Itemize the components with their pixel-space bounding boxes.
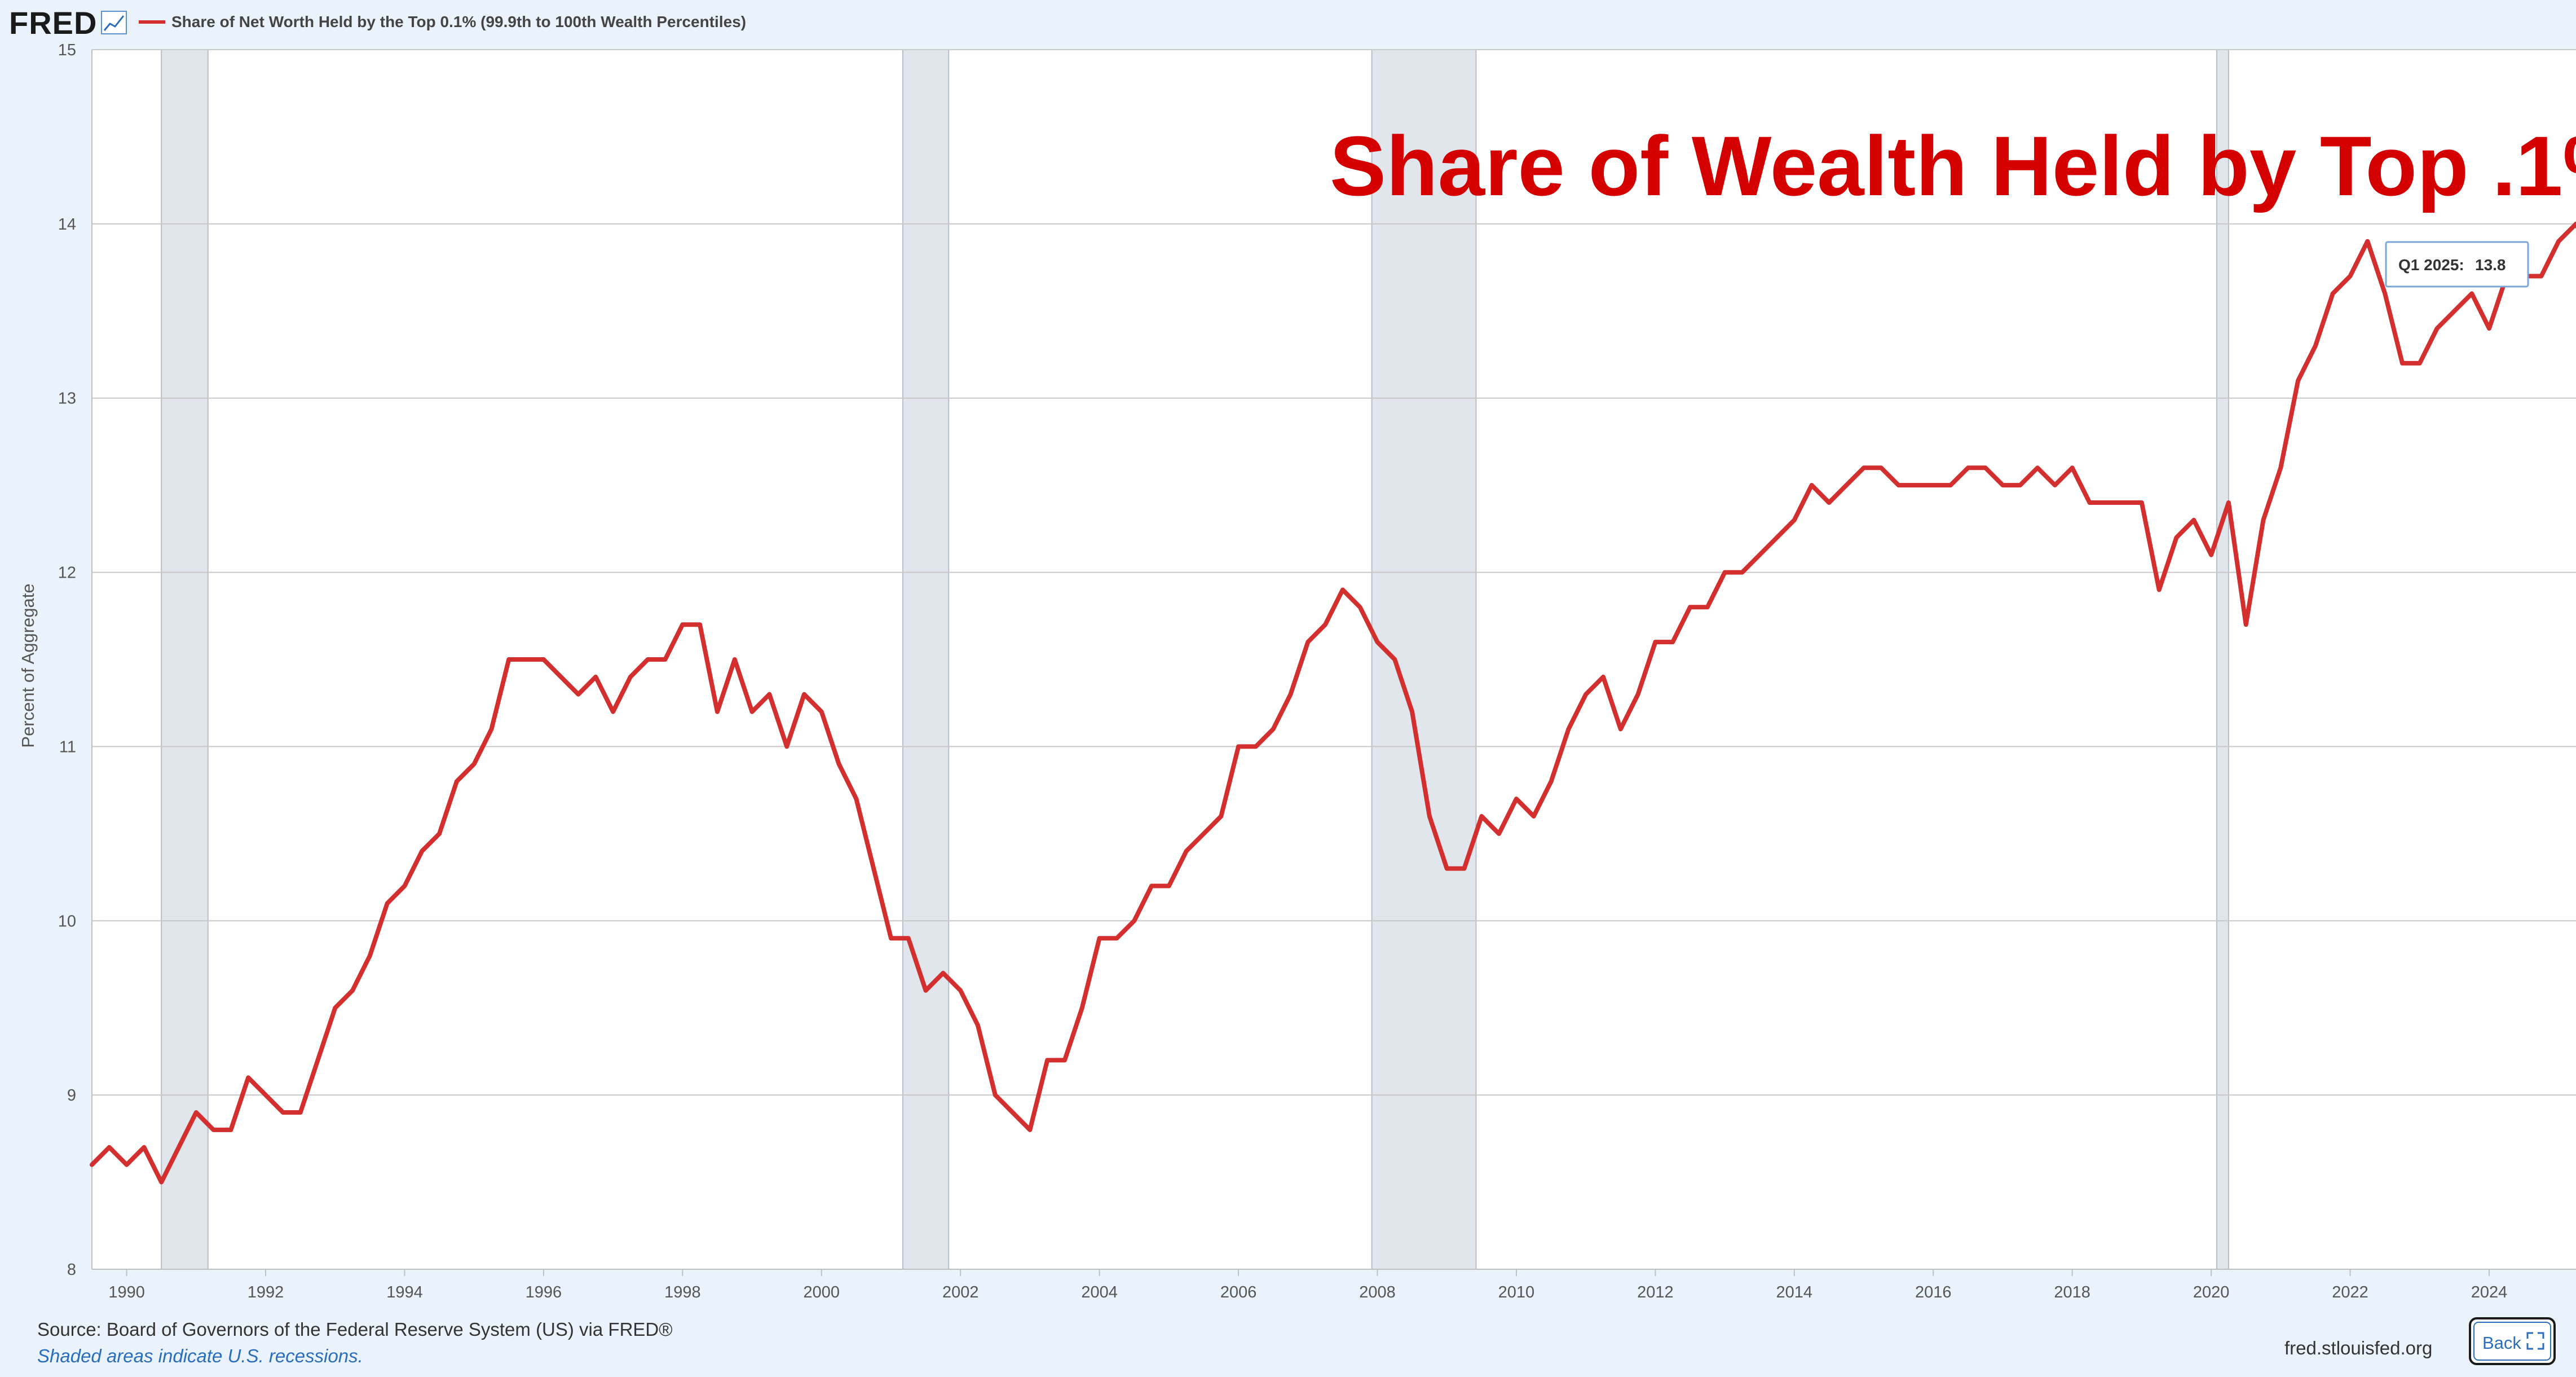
x-tick-label: 2002: [942, 1283, 979, 1301]
tooltip-label: Q1 2025:: [2398, 256, 2464, 274]
series-group: [90, 221, 2576, 1185]
footer-recession-note: Shaded areas indicate U.S. recessions.: [37, 1345, 363, 1366]
x-tick-label: 2014: [1776, 1283, 1813, 1301]
series-label: Share of Net Worth Held by the Top 0.1% …: [171, 13, 746, 30]
expand-arrows-icon: [2526, 1332, 2544, 1350]
x-tick-label: 1994: [386, 1283, 423, 1301]
footer-source: Source: Board of Governors of the Federa…: [37, 1319, 673, 1340]
x-tick-label: 2000: [804, 1283, 840, 1301]
x-tick-label: 1998: [664, 1283, 701, 1301]
x-tick-label: 2018: [2054, 1283, 2090, 1301]
recession-band: [902, 49, 950, 1270]
y-tick-label: 11: [59, 738, 76, 756]
recession-band: [161, 49, 209, 1270]
back-button-label: Back: [2482, 1333, 2521, 1353]
trend-line-icon: [101, 11, 127, 34]
x-tick-label: 2006: [1220, 1283, 1257, 1301]
y-tick-label: 12: [58, 564, 76, 582]
recession-band: [2216, 49, 2229, 1270]
x-tick-label: 2004: [1081, 1283, 1118, 1301]
y-tick-label: 14: [58, 215, 76, 234]
fred-logo[interactable]: FRED: [9, 5, 97, 41]
x-tick-label: 2020: [2193, 1283, 2230, 1301]
y-axis-ticks: 8 9 10 11 12 13 14 15: [58, 41, 76, 1279]
x-tick-label: 2012: [1637, 1283, 1674, 1301]
x-tick-label: 1996: [526, 1283, 562, 1301]
x-axis-ticks: 1990 1992 1994 1996 1998 2000 2002 2004 2006 2008…: [108, 1269, 2507, 1301]
tooltip-box: [2385, 241, 2529, 288]
recession-band: [1371, 49, 1477, 1270]
recession-bands: [161, 49, 2229, 1270]
annotation-title: Share of Wealth Held by Top .1%: [1330, 118, 2576, 213]
tooltip-value: 13.8: [2475, 256, 2506, 274]
y-tick-label: 13: [58, 390, 76, 408]
back-button[interactable]: Back: [2469, 1317, 2556, 1365]
y-axis-title: Percent of Aggregate: [18, 583, 38, 747]
y-tick-label: 9: [67, 1086, 76, 1105]
y-tick-label: 8: [67, 1261, 76, 1279]
x-tick-label: 1990: [108, 1283, 145, 1301]
x-tick-label: 2022: [2332, 1283, 2368, 1301]
tooltip: Q1 2025: 13.8: [2385, 241, 2529, 288]
x-tick-label: 1992: [248, 1283, 284, 1301]
x-tick-label: 2008: [1359, 1283, 1396, 1301]
grid-lines: [92, 49, 2576, 1096]
x-tick-label: 2010: [1498, 1283, 1535, 1301]
footer-site[interactable]: fred.stlouisfed.org: [2284, 1338, 2432, 1358]
plot-area: [92, 50, 2576, 1269]
x-tick-label: 2024: [2471, 1283, 2508, 1301]
x-tick-label: 2016: [1915, 1283, 1952, 1301]
y-tick-label: 15: [58, 41, 76, 59]
series-line: [90, 221, 2576, 1185]
y-tick-label: 10: [58, 912, 76, 930]
